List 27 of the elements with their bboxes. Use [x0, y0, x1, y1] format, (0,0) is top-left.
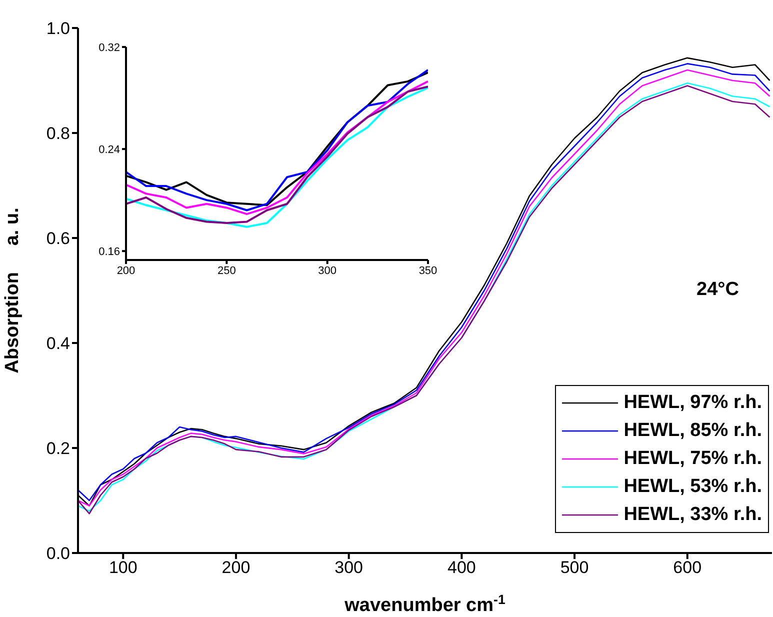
y-tick-label: 0.16 — [98, 246, 120, 258]
y-tick-label: 0.24 — [98, 144, 120, 156]
x-tick-label: 250 — [217, 264, 236, 277]
x-tick-label: 200 — [116, 264, 136, 277]
x-tick-label: 400 — [447, 558, 476, 578]
annotation: 24°C — [696, 279, 739, 301]
x-tick-label: 200 — [222, 558, 250, 578]
legend-label: HEWL, 53% r.h. — [624, 476, 762, 498]
y-axis-title: Absorption a. u. — [2, 208, 23, 374]
legend-label: HEWL, 85% r.h. — [624, 420, 762, 442]
y-tick-label: 0.32 — [98, 42, 120, 54]
legend-label: HEWL, 97% r.h. — [624, 392, 762, 414]
legend-label: HEWL, 75% r.h. — [624, 448, 762, 470]
x-axis-title: wavenumber cm$^{-1}$ — [344, 592, 506, 616]
x-tick-label: 300 — [334, 558, 364, 578]
x-tick-label: 300 — [318, 264, 337, 277]
y-tick-label: 0.0 — [46, 544, 70, 564]
x-tick-label: 500 — [560, 558, 589, 578]
x-tick-label: 100 — [108, 558, 138, 578]
y-tick-label: 0.2 — [46, 439, 70, 458]
y-tick-label: 0.8 — [46, 124, 70, 144]
y-tick-label: 0.6 — [46, 229, 70, 248]
x-tick-label: 600 — [673, 558, 702, 578]
y-tick-label: 1.0 — [46, 19, 70, 38]
y-tick-label: 0.4 — [46, 334, 70, 354]
x-tick-label: 350 — [418, 264, 438, 277]
legend-label: HEWL, 33% r.h. — [624, 504, 762, 526]
